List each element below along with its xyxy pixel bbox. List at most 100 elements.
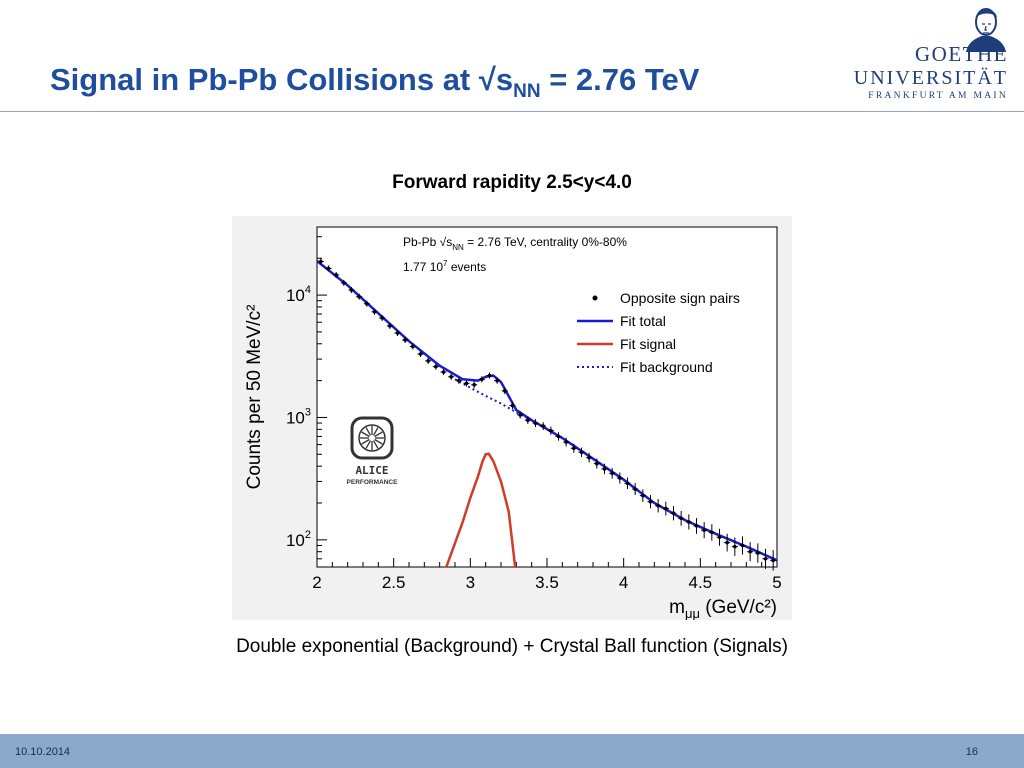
x-tick-label: 5 xyxy=(772,573,781,592)
y-tick-label: 102 xyxy=(286,529,311,550)
annotation-events: 1.77 107 events xyxy=(403,259,486,274)
data-point xyxy=(372,310,377,314)
data-point xyxy=(526,418,530,422)
data-point xyxy=(411,344,415,349)
y-tick-label: 103 xyxy=(286,406,311,427)
logo-line-universitaet: UNIVERSITÄT xyxy=(853,67,1008,89)
data-point xyxy=(725,540,729,545)
annotation-collision-system: Pb-Pb √sNN = 2.76 TeV, centrality 0%-80% xyxy=(403,235,627,252)
data-point xyxy=(664,506,668,511)
x-axis-label: mμμ (GeV/c²) xyxy=(669,597,777,620)
alice-logo-spoke xyxy=(361,431,370,438)
alice-logo-spoke xyxy=(374,431,383,438)
data-point xyxy=(326,266,331,271)
data-point xyxy=(771,558,775,563)
data-point xyxy=(349,288,354,292)
footer-bar xyxy=(0,734,1024,768)
data-point xyxy=(717,535,722,540)
x-tick-label: 2 xyxy=(312,573,321,592)
data-points xyxy=(317,258,777,571)
data-point xyxy=(763,557,768,561)
data-point xyxy=(618,476,622,480)
data-point xyxy=(464,381,469,386)
data-point xyxy=(625,481,630,486)
logo-line-goethe: GOETHE xyxy=(915,42,1008,66)
alice-logo-ring xyxy=(358,424,386,452)
y-tick-base: 10 xyxy=(286,286,305,305)
slide-caption: Double exponential (Background) + Crysta… xyxy=(236,636,788,657)
data-point xyxy=(388,324,392,328)
x-tick-label: 2.5 xyxy=(382,573,406,592)
data-point xyxy=(641,493,645,498)
data-point xyxy=(579,450,584,455)
legend-entry-label: Fit total xyxy=(620,313,666,329)
title-subscript: NN xyxy=(513,81,541,102)
data-point xyxy=(733,544,737,549)
data-point xyxy=(740,543,745,548)
data-point xyxy=(710,530,714,535)
data-point xyxy=(602,467,607,471)
alice-logo-subtitle: PERFORMANCE xyxy=(347,479,399,486)
data-point xyxy=(510,403,515,408)
data-point xyxy=(702,528,706,532)
data-point xyxy=(449,374,453,379)
data-point xyxy=(319,259,323,264)
x-axis-label-units: (GeV/c²) xyxy=(700,597,777,618)
y-tick-base: 10 xyxy=(286,531,305,550)
data-point xyxy=(656,503,660,508)
plot-area xyxy=(316,226,778,568)
alice-logo-frame xyxy=(350,416,394,460)
alice-logo-spoke xyxy=(361,438,370,445)
data-point xyxy=(587,455,591,460)
title-divider xyxy=(0,111,1024,112)
legend-marker-data xyxy=(592,295,598,301)
data-point xyxy=(564,440,568,444)
data-point xyxy=(556,434,561,439)
data-point xyxy=(518,413,522,417)
data-point xyxy=(365,301,369,306)
data-point xyxy=(533,421,538,425)
data-point xyxy=(572,446,576,451)
data-point xyxy=(434,364,438,369)
annotation-line1-subscript: NN xyxy=(452,243,464,252)
x-tick-label: 3 xyxy=(466,573,475,592)
data-point xyxy=(487,373,492,378)
data-point xyxy=(495,378,499,383)
data-point xyxy=(418,352,423,356)
data-point xyxy=(472,382,476,387)
data-point xyxy=(748,549,752,554)
footer-date: 10.10.2014 xyxy=(15,746,71,758)
data-point xyxy=(671,511,676,516)
alice-logo-spoke xyxy=(365,427,372,436)
data-point xyxy=(357,294,361,299)
annotations: Pb-Pb √sNN = 2.76 TeV, centrality 0%-80%… xyxy=(403,235,627,274)
alice-logo: ALICE PERFORMANCE xyxy=(347,416,399,486)
data-point xyxy=(610,471,614,476)
legend: Opposite sign pairs Fit total Fit signal Fi… xyxy=(577,290,740,375)
title-suffix: = 2.76 TeV xyxy=(540,62,700,97)
title-prefix: Signal in Pb-Pb Collisions at √s xyxy=(50,62,514,97)
annotation-line1-rest: = 2.76 TeV, centrality 0%-80% xyxy=(464,235,627,249)
data-point xyxy=(687,520,691,524)
y-tick-exponent: 2 xyxy=(305,529,311,541)
legend-entry-label: Fit signal xyxy=(620,336,676,352)
data-point xyxy=(380,316,384,320)
y-axis-label: Counts per 50 MeV/c² xyxy=(244,305,265,490)
goethe-portrait-icon xyxy=(966,8,1006,52)
annotation-line2-main: 1.77 10 xyxy=(403,260,443,274)
x-tick-label: 4 xyxy=(619,573,628,592)
data-point xyxy=(679,516,683,521)
data-point xyxy=(480,377,484,382)
y-tick-label: 104 xyxy=(286,284,311,305)
data-point xyxy=(403,338,407,342)
chart-container: 2 2.5 3 3.5 4 4.5 5 102 103 104 mμμ (GeV/c²) Counts… xyxy=(232,216,792,620)
x-axis-label-main: m xyxy=(669,597,685,618)
logo-line-city: FRANKFURT AM MAIN xyxy=(868,91,1008,101)
page-number: 16 xyxy=(965,746,978,758)
axes xyxy=(316,226,778,568)
alice-logo-title: ALICE xyxy=(355,464,388,477)
chart-heading: Forward rapidity 2.5<y<4.0 xyxy=(392,172,632,193)
data-point xyxy=(426,359,430,363)
